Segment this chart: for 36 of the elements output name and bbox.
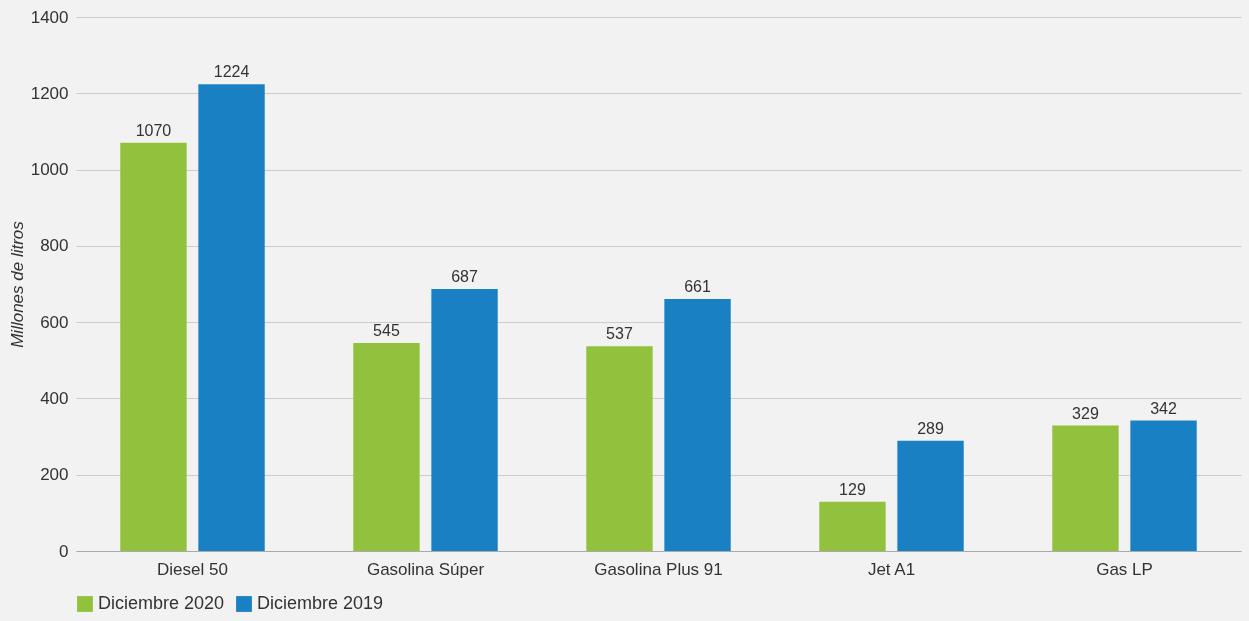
bar — [1052, 425, 1119, 551]
x-tick-label: Gasolina Plus 91 — [594, 559, 723, 579]
y-tick-label: 400 — [40, 388, 69, 408]
legend-label: Diciembre 2019 — [257, 593, 384, 613]
data-label: 129 — [839, 480, 866, 498]
y-tick-label: 0 — [59, 541, 69, 561]
bar — [353, 343, 420, 551]
data-label: 289 — [917, 419, 944, 437]
y-tick-label: 200 — [40, 465, 69, 485]
data-label: 1224 — [213, 63, 250, 81]
y-axis-title: Millones de litros — [7, 220, 27, 348]
bar — [198, 84, 265, 551]
data-label: 545 — [373, 322, 400, 340]
legend-label: Diciembre 2020 — [98, 593, 225, 613]
bar — [431, 288, 498, 551]
bar — [819, 501, 886, 551]
data-label: 661 — [684, 277, 711, 295]
x-tick-label: Gas LP — [1096, 559, 1153, 579]
y-tick-label: 1000 — [30, 160, 69, 180]
x-tick-label: Gasolina Súper — [366, 559, 485, 579]
data-label: 687 — [451, 267, 478, 285]
y-tick-label: 600 — [40, 312, 69, 332]
bar — [897, 440, 964, 551]
y-tick-label: 1200 — [30, 83, 69, 103]
bar — [586, 346, 653, 551]
bar — [120, 142, 187, 551]
x-tick-label: Diesel 50 — [157, 559, 228, 579]
data-label: 1070 — [135, 121, 172, 139]
x-tick-label: Jet A1 — [867, 559, 916, 579]
data-label: 329 — [1072, 404, 1099, 422]
data-label: 537 — [606, 325, 633, 343]
bar — [664, 298, 731, 551]
y-tick-label: 1400 — [30, 7, 69, 27]
bar — [1130, 420, 1197, 551]
y-tick-label: 800 — [40, 236, 69, 256]
data-label: 342 — [1150, 399, 1177, 417]
